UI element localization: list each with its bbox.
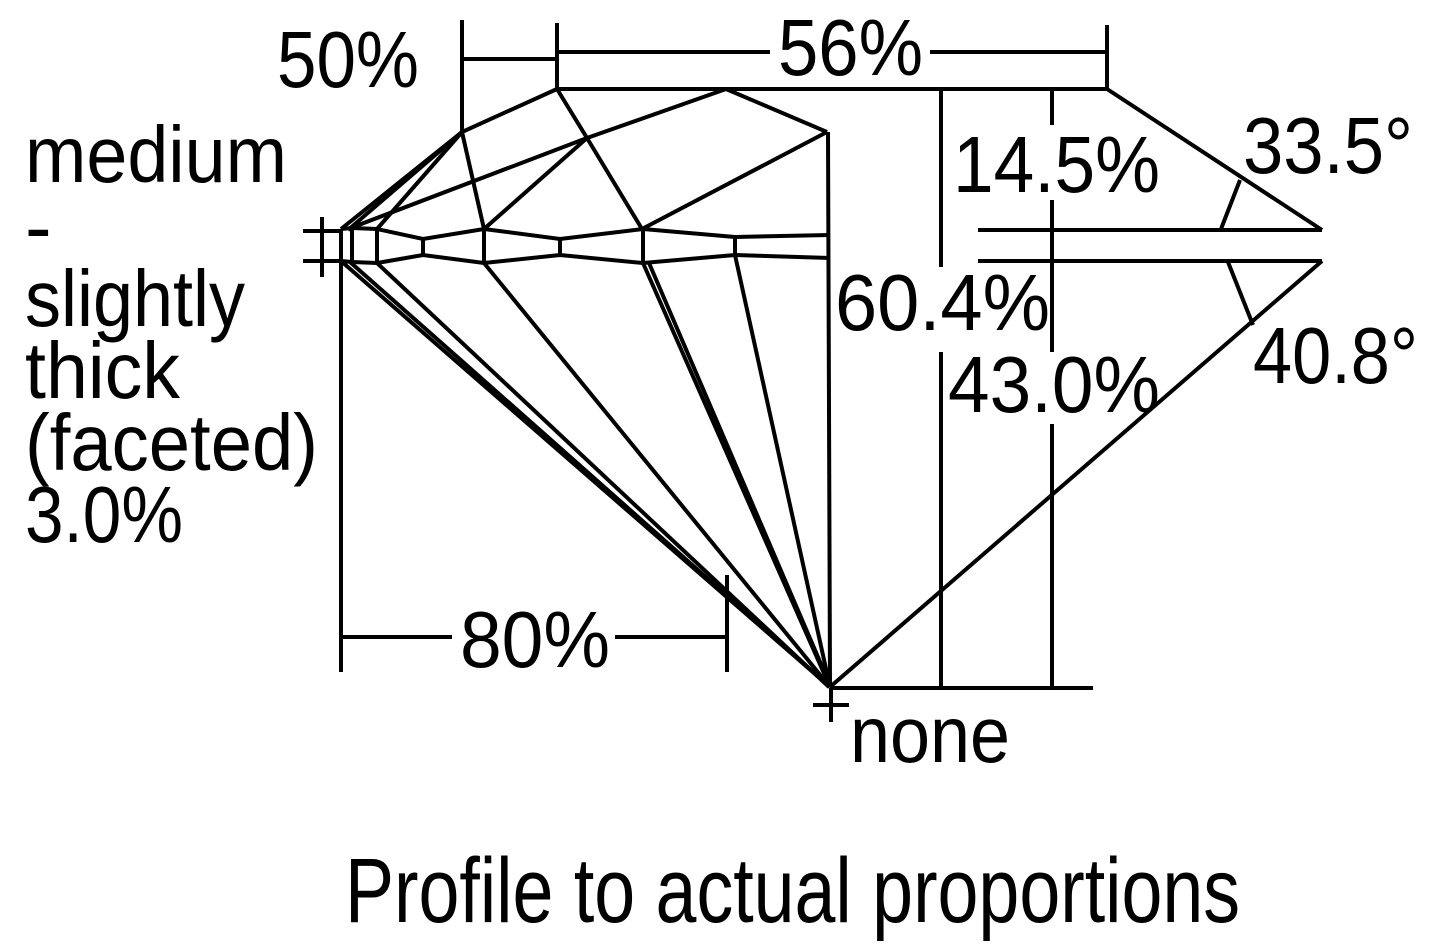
pavilion-fan-3 [375, 261, 831, 689]
crown-facet-377 [375, 130, 464, 231]
pavilion-fan-6 [647, 262, 832, 686]
label-pavilion-depth-43-0: 43.0% [948, 340, 1160, 429]
girdle-top-edge [340, 225, 831, 242]
label-pavilion-angle-40-8: 40.8° [1253, 311, 1418, 400]
center-facet-vertical [826, 131, 832, 688]
label-girdle-line-2: - [25, 182, 52, 271]
crown-left-inner-edge [346, 130, 464, 232]
crown-right-silhouette [1105, 87, 1324, 232]
crown-facet-484b [482, 136, 589, 231]
pavilion-fan-2 [348, 260, 831, 688]
label-girdle-line-1: medium [25, 110, 287, 199]
crown-kite-top [586, 87, 727, 140]
pavilion-fan-4 [482, 261, 832, 689]
label-girdle-line-4: thick [25, 326, 181, 415]
pavilion-right-silhouette [828, 259, 1324, 689]
crown-facet-484a [460, 131, 486, 230]
label-lower-girdle-80: 80% [460, 595, 610, 684]
pavilion-fan-7 [733, 254, 832, 688]
label-culet-none: none [850, 690, 1010, 779]
label-crown-height-14-5: 14.5% [953, 120, 1160, 209]
crown-kite-left [585, 136, 644, 231]
label-star-50: 50% [277, 15, 419, 104]
crown-facet-726 [725, 87, 828, 134]
caption-text: Profile to actual proportions [345, 840, 1240, 942]
label-girdle-line-5: (faceted) [25, 398, 318, 487]
crown-star-facet [555, 87, 589, 140]
crown-angle-arc [1219, 179, 1242, 230]
label-girdle-line-3: slightly [25, 254, 245, 343]
crown-facet-642 [641, 130, 828, 231]
label-total-depth-60-4: 60.4% [835, 258, 1050, 347]
label-table-56: 56% [778, 3, 923, 92]
label-crown-angle-33-5: 33.5° [1243, 101, 1413, 190]
label-girdle-line-6: 3.0% [25, 470, 183, 559]
pavilion-angle-arc [1226, 261, 1255, 326]
girdle-bottom-edge [340, 252, 831, 266]
